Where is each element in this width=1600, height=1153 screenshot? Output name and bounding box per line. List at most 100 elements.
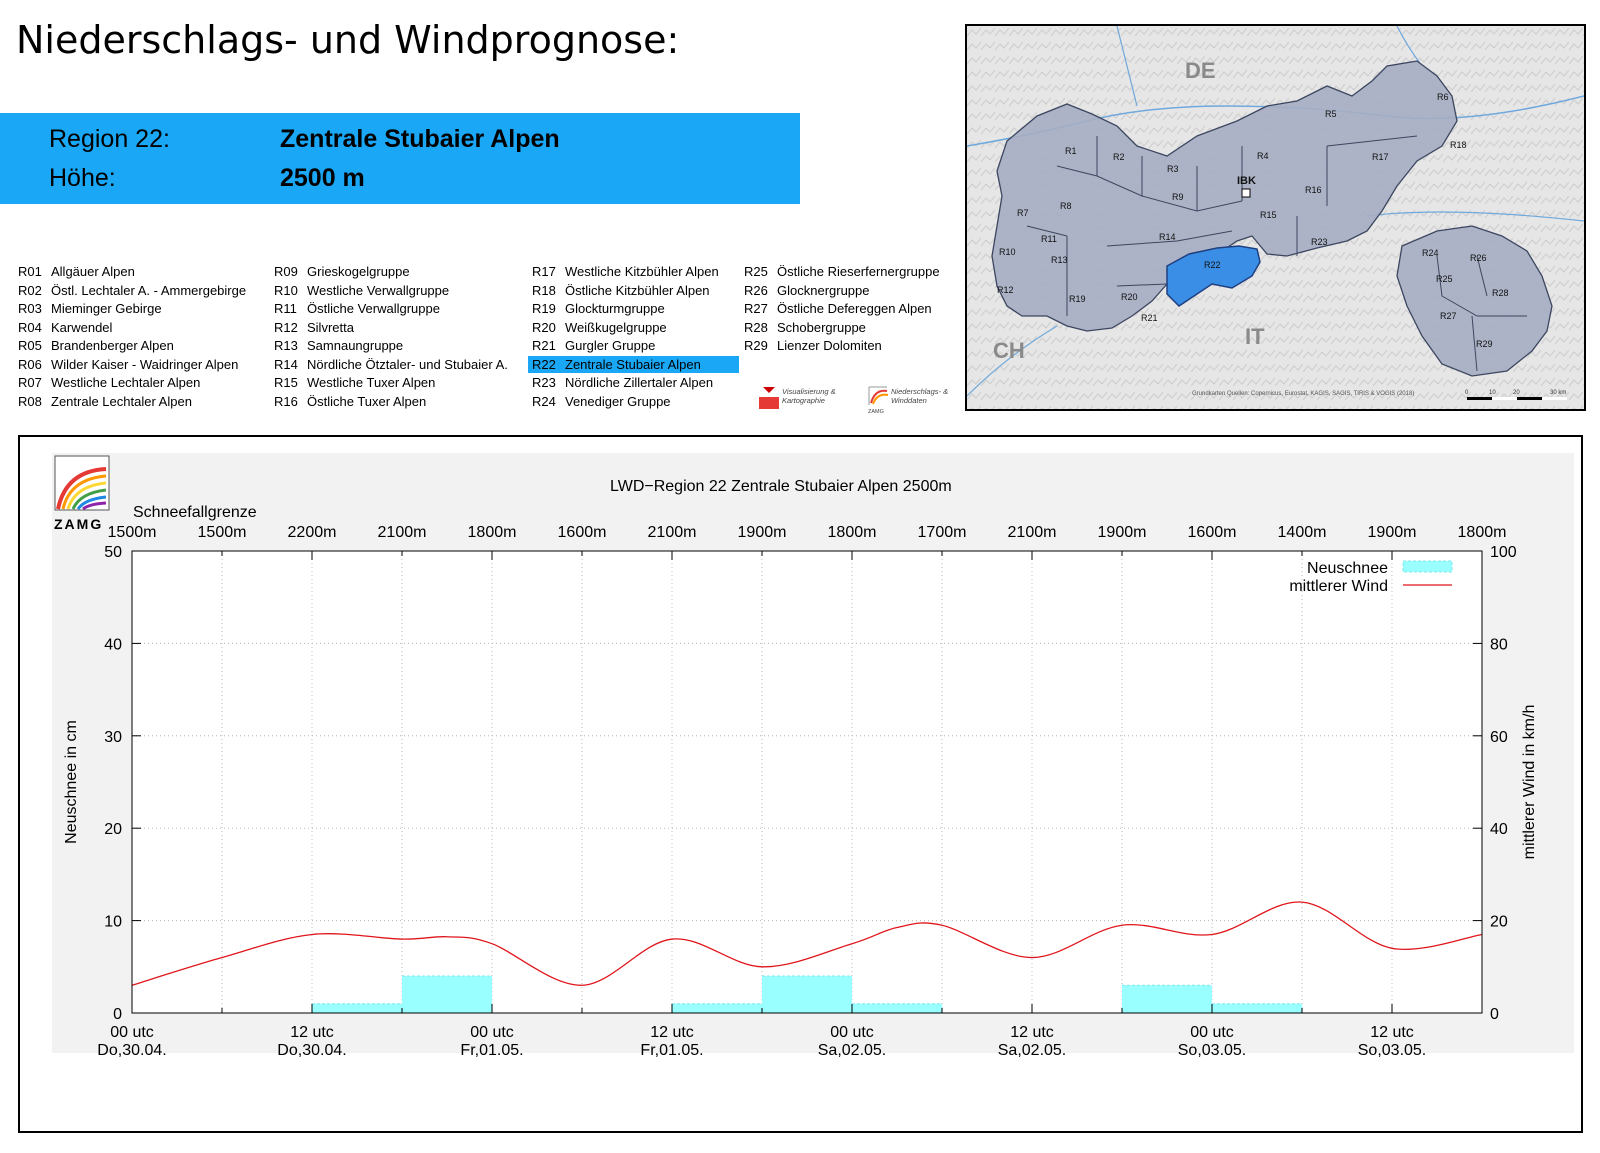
x-tick-label-time: 12 utc — [290, 1024, 334, 1041]
region-code: R04 — [18, 319, 42, 335]
river-line — [1366, 211, 1584, 222]
region-name: Schobergruppe — [777, 319, 866, 335]
region-name: Venediger Gruppe — [565, 393, 671, 409]
snowline-value: 1500m — [108, 524, 157, 541]
y-tick-label-left: 20 — [104, 821, 122, 838]
map-region-label: R19 — [1069, 294, 1086, 304]
map-svg: IBK DE CH IT R1 R2 R3 R4 R5 R6 R7 R8 R9 R10 R11 R12… — [967, 26, 1584, 409]
region-name: Samnaungruppe — [307, 338, 404, 353]
region-code: R26 — [744, 282, 768, 298]
river-line — [967, 325, 1058, 397]
height-label: Höhe: — [49, 164, 116, 192]
region-legend-item: R05 Brandenberger Alpen — [18, 337, 174, 354]
region-name: Allgäuer Alpen — [51, 264, 135, 279]
region-legend-item: R18 Östliche Kitzbühler Alpen — [532, 282, 710, 299]
region-legend-item: R16 Östliche Tuxer Alpen — [274, 393, 426, 410]
region-legend-item: R23 Nördliche Zillertaler Alpen — [532, 374, 713, 391]
map-region-label: R25 — [1436, 274, 1453, 284]
map-region-label: R27 — [1440, 311, 1457, 321]
badge-right-line1: Niederschlags- & — [891, 387, 948, 396]
country-label-ch: CH — [993, 338, 1025, 363]
map-region-label: R21 — [1141, 313, 1158, 323]
y-tick-label-left: 50 — [104, 544, 122, 561]
scale-label: 10 — [1489, 390, 1496, 396]
region-code: R10 — [274, 282, 298, 298]
map-region-labels: R1 R2 R3 R4 R5 R6 R7 R8 R9 R10 R11 R12 R13 R14 R15 R16 R… — [997, 92, 1509, 349]
region-code: R20 — [532, 319, 556, 335]
region-name: Lienzer Dolomiten — [777, 338, 882, 353]
badge-right-logo: ZAMG — [868, 409, 884, 415]
snowline-value: 1900m — [1368, 524, 1417, 541]
region-legend-item: R15 Westliche Tuxer Alpen — [274, 374, 435, 391]
region-code: R15 — [274, 375, 298, 390]
region-name: Glocknergruppe — [777, 282, 870, 298]
region-code: R24 — [532, 393, 556, 409]
region-legend-item: R20 Weißkugelgruppe — [532, 319, 667, 336]
map-attribution: Grundkarten Quellen: Copernicus, Eurosta… — [1192, 391, 1414, 397]
x-tick-label-date: So,03.05. — [1178, 1042, 1247, 1059]
map-region-label: R28 — [1492, 288, 1509, 298]
y-tick-label-right: 80 — [1490, 636, 1508, 653]
map-region-label: R13 — [1051, 255, 1068, 265]
map-scale-bar: 0 10 20 30 km — [1465, 390, 1567, 400]
region-name: Zentrale Stubaier Alpen — [565, 356, 701, 372]
snowline-value: 2100m — [1008, 524, 1057, 541]
zamg-small-logo-icon — [868, 386, 889, 405]
scale-label: 0 — [1465, 390, 1469, 396]
x-tick-label-time: 00 utc — [470, 1024, 514, 1041]
region-legend-item: R21 Gurgler Gruppe — [532, 337, 655, 354]
scale-label: 20 — [1513, 390, 1520, 396]
region-code: R03 — [18, 301, 42, 316]
snowline-value: 1400m — [1278, 524, 1327, 541]
region-map: IBK DE CH IT R1 R2 R3 R4 R5 R6 R7 R8 R9 R10 R11 R12… — [965, 24, 1586, 411]
chart-legend: Neuschnee mittlerer Wind — [1289, 560, 1453, 595]
forecast-chart-frame: ZAMG LWD−Region 22 Zentrale Stubaier Alp… — [18, 435, 1583, 1133]
region-code: R25 — [744, 264, 768, 279]
region-borders — [1026, 135, 1418, 316]
forecast-chart: ZAMG LWD−Region 22 Zentrale Stubaier Alp… — [52, 453, 1574, 1059]
tiris-logo-icon — [759, 387, 779, 409]
x-tick-label-time: 00 utc — [830, 1024, 874, 1041]
x-tick-label-time: 12 utc — [1370, 1024, 1414, 1041]
region-code: R01 — [18, 264, 42, 279]
region-name: Östl. Lechtaler A. - Ammergebirge — [51, 282, 247, 298]
map-region-label: R14 — [1159, 232, 1176, 242]
map-region-label: R26 — [1470, 253, 1487, 263]
map-region-label: R6 — [1437, 92, 1449, 102]
snowline-value: 2200m — [288, 524, 337, 541]
snowline-value: 1800m — [468, 524, 517, 541]
map-region-label: R10 — [999, 247, 1016, 257]
x-tick-label-date: So,03.05. — [1358, 1042, 1427, 1059]
zamg-logo-icon — [54, 455, 110, 511]
region-name: Karwendel — [51, 319, 113, 335]
legend-swatch-neuschnee — [1402, 560, 1453, 573]
legend-label-neuschnee: Neuschnee — [1307, 560, 1388, 577]
region-legend-item: R24 Venediger Gruppe — [532, 393, 671, 410]
region-legend-item: R26 Glocknergruppe — [744, 282, 870, 299]
credit-badges: Visualisierung & Kartographie ZAMG Niede… — [757, 385, 957, 420]
region-code: R07 — [18, 375, 42, 390]
region-code: R06 — [18, 356, 42, 372]
region-name: Mieminger Gebirge — [51, 301, 162, 316]
region-code: R27 — [744, 301, 768, 316]
country-label-de: DE — [1185, 58, 1216, 83]
region-legend-item: R28 Schobergruppe — [744, 319, 866, 336]
region-name: Östliche Defereggen Alpen — [777, 301, 932, 316]
x-tick-label-date: Fr,01.05. — [460, 1042, 523, 1059]
region-banner: Region 22: Zentrale Stubaier Alpen Höhe:… — [0, 113, 800, 204]
x-tick-label-date: Sa,02.05. — [818, 1042, 887, 1059]
region-code: R28 — [744, 319, 768, 335]
region-code: R18 — [532, 282, 556, 298]
map-region-label: R16 — [1305, 185, 1322, 195]
map-region-label: R9 — [1172, 192, 1184, 202]
x-tick-label-time: 12 utc — [650, 1024, 694, 1041]
region-name: Westliche Verwallgruppe — [307, 282, 450, 298]
region-name: Westliche Lechtaler Alpen — [51, 375, 201, 390]
plot-border — [131, 550, 1483, 1014]
zamg-logo-text: ZAMG — [54, 516, 103, 532]
region-legend-item: R22 Zentrale Stubaier Alpen — [528, 355, 739, 373]
snow-bar — [672, 1003, 762, 1013]
region-legend-item: R04 Karwendel — [18, 319, 112, 336]
y-tick-label-left: 0 — [113, 1006, 122, 1023]
region-legend-item: R11 Östliche Verwallgruppe — [274, 300, 440, 317]
